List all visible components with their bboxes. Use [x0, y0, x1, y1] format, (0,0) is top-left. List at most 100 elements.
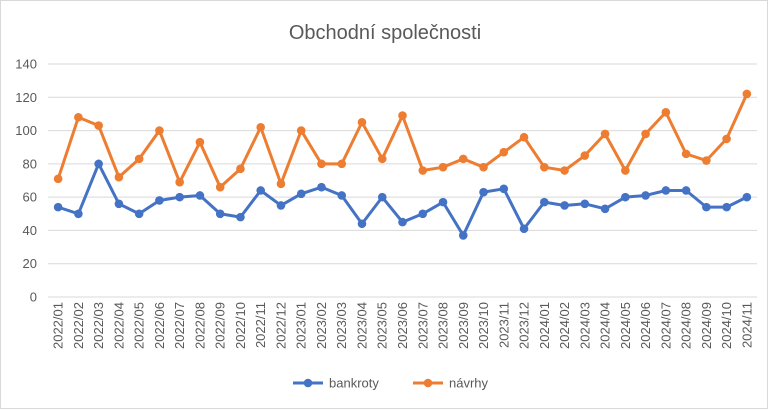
- data-point: [155, 196, 164, 205]
- x-tick-label: 2022/11: [253, 302, 268, 348]
- x-tick-label: 2023/04: [354, 302, 369, 349]
- data-point: [195, 137, 205, 147]
- legend-marker: [303, 378, 313, 388]
- data-point: [499, 184, 509, 194]
- x-tick-label: 2023/07: [415, 302, 430, 349]
- x-tick-label: 2024/02: [557, 302, 572, 349]
- x-tick-label: 2024/07: [658, 302, 673, 349]
- y-tick-label: 40: [23, 223, 37, 238]
- data-point: [74, 209, 83, 219]
- x-tick-label: 2024/05: [618, 302, 633, 349]
- y-tick-label: 20: [23, 256, 37, 271]
- x-tick-label: 2022/05: [132, 302, 147, 349]
- data-point: [276, 179, 286, 189]
- x-tick-label: 2023/02: [314, 302, 329, 349]
- data-point: [276, 201, 286, 210]
- legend-label: návrhy: [449, 376, 489, 391]
- x-tick-label: 2022/08: [192, 302, 207, 349]
- x-tick-label: 2024/01: [537, 302, 552, 349]
- data-point: [94, 159, 103, 169]
- x-tick-label: 2023/05: [375, 302, 390, 349]
- x-tick-label: 2024/09: [699, 302, 714, 349]
- data-point: [175, 177, 184, 187]
- data-point: [74, 112, 83, 122]
- data-point: [317, 182, 326, 192]
- x-tick-label: 2024/03: [577, 302, 592, 349]
- x-tick-label: 2022/12: [273, 302, 288, 349]
- data-point: [256, 186, 265, 195]
- data-point: [722, 134, 731, 144]
- series-bankroty: [53, 159, 752, 240]
- chart-title: Obchodní společnosti: [289, 22, 481, 44]
- data-point: [418, 209, 428, 219]
- data-point: [195, 191, 205, 200]
- x-tick-label: 2023/06: [395, 302, 410, 349]
- data-point: [175, 192, 184, 202]
- data-point: [540, 162, 549, 172]
- data-point: [458, 154, 468, 164]
- x-axis: 2022/01 2022/02 2022/03 2022/04 2022/05 2022/…: [51, 302, 755, 349]
- data-point: [560, 201, 569, 210]
- x-tick-label: 2022/01: [51, 302, 66, 349]
- data-point: [256, 122, 265, 132]
- data-point: [94, 121, 103, 130]
- y-tick-label: 0: [30, 290, 37, 305]
- data-point: [641, 129, 650, 139]
- y-tick-label: 100: [15, 123, 37, 138]
- data-point: [560, 166, 569, 175]
- data-point: [479, 187, 488, 197]
- x-tick-label: 2022/07: [172, 302, 187, 349]
- x-tick-label: 2024/04: [598, 302, 613, 349]
- data-point: [215, 182, 225, 192]
- data-point: [519, 132, 529, 142]
- data-point: [438, 162, 448, 172]
- data-point: [337, 159, 347, 169]
- data-point: [641, 191, 650, 200]
- data-point: [377, 192, 387, 202]
- x-tick-label: 2023/11: [496, 302, 511, 348]
- data-point: [681, 149, 691, 159]
- data-point: [398, 111, 407, 120]
- x-tick-label: 2024/10: [719, 302, 734, 349]
- data-point: [519, 224, 529, 234]
- data-point: [296, 126, 306, 135]
- data-point: [377, 154, 387, 164]
- data-point: [499, 147, 509, 157]
- legend: bankroty návrhy: [293, 376, 489, 391]
- data-point: [357, 219, 367, 229]
- y-tick-label: 140: [15, 57, 37, 72]
- x-tick-label: 2023/12: [517, 302, 532, 349]
- x-tick-label: 2022/04: [111, 302, 126, 349]
- data-point: [540, 197, 549, 207]
- data-point: [742, 192, 752, 202]
- data-point: [398, 217, 407, 227]
- series-layer: [53, 89, 752, 240]
- data-point: [134, 209, 144, 219]
- data-point: [702, 156, 711, 165]
- data-point: [114, 172, 124, 182]
- x-tick-label: 2023/08: [436, 302, 451, 349]
- x-tick-label: 2022/10: [233, 302, 248, 349]
- x-tick-label: 2024/08: [679, 302, 694, 349]
- data-point: [357, 117, 367, 127]
- data-point: [702, 202, 711, 212]
- data-point: [155, 126, 164, 135]
- legend-item-bankroty: bankroty: [293, 376, 379, 391]
- y-tick-label: 60: [23, 190, 37, 205]
- data-point: [479, 162, 488, 172]
- data-point: [722, 202, 731, 212]
- x-tick-label: 2022/02: [71, 302, 86, 349]
- legend-label: bankroty: [329, 376, 379, 391]
- data-point: [600, 129, 610, 139]
- data-point: [600, 204, 610, 214]
- data-point: [580, 151, 590, 160]
- data-point: [337, 191, 347, 200]
- data-point: [661, 186, 671, 195]
- series-line: [56, 92, 749, 189]
- data-point: [742, 89, 752, 99]
- x-tick-label: 2023/09: [456, 302, 471, 349]
- data-point: [438, 197, 448, 207]
- data-point: [236, 212, 245, 222]
- x-tick-label: 2023/01: [294, 302, 309, 349]
